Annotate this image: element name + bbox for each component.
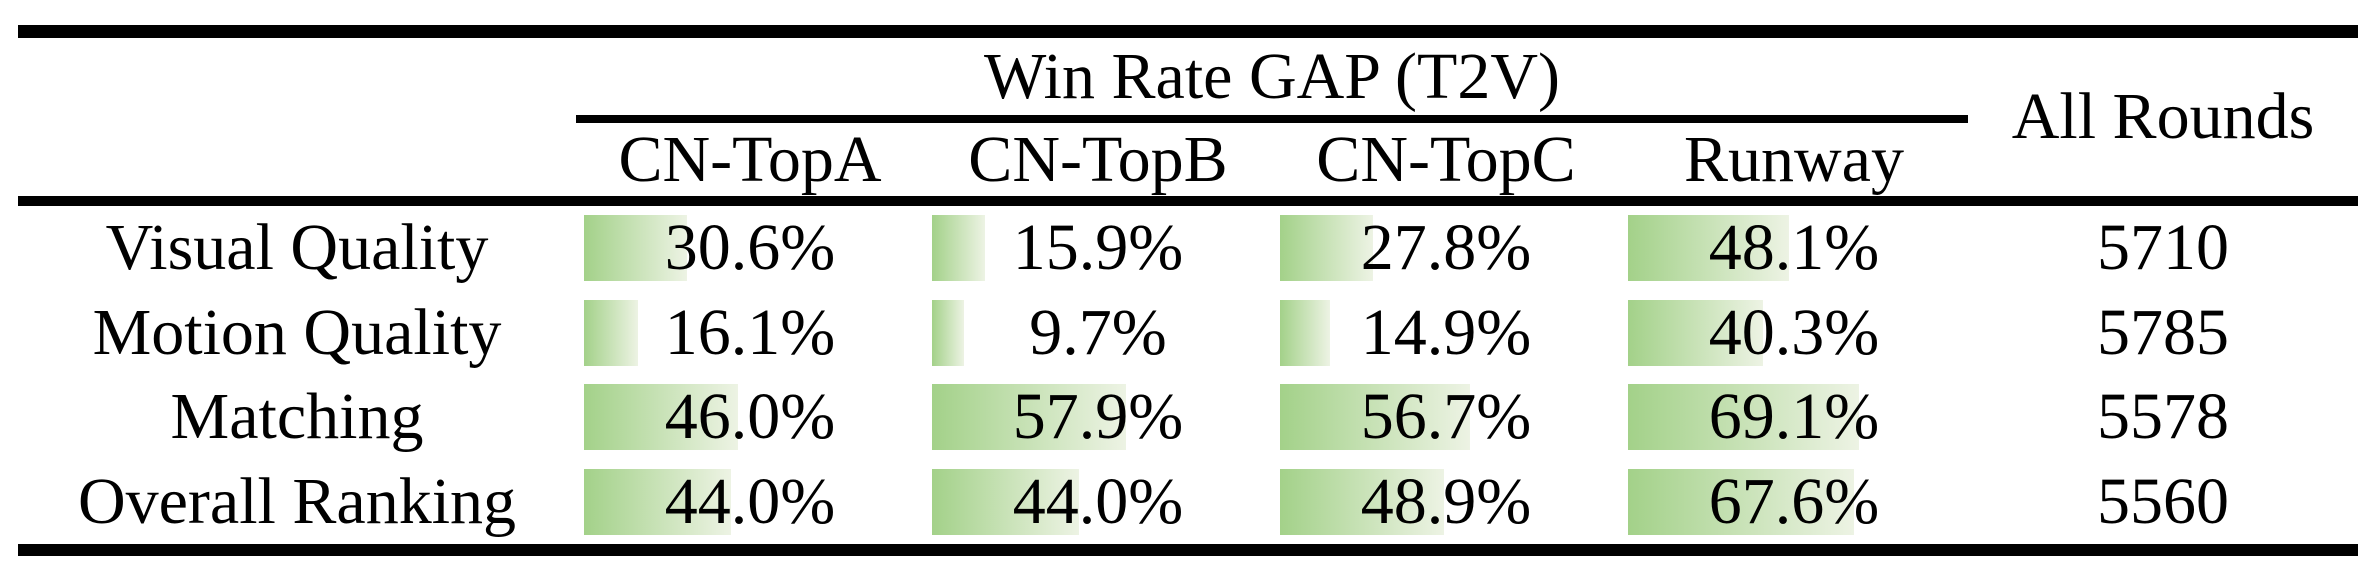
all-rounds-value: 5560 [2097,464,2229,538]
table-row-motion-quality: Motion Quality 16.1% 9.7% 14.9% 40.3% 57… [0,291,2376,376]
win-rate-bar [584,384,739,451]
data-cell: 40.3% [1620,291,1968,376]
win-rate-bar [1628,215,1790,282]
table-top-rule [18,25,2358,38]
all-rounds-value: 5578 [2097,380,2229,454]
header-body-divider-rule [18,196,2358,206]
win-rate-value: 57.9% [1012,380,1184,454]
win-rate-value: 48.1% [1708,211,1880,285]
win-rate-bar [932,384,1126,451]
data-cell: 57.9% [924,375,1272,460]
win-rate-value: 30.6% [664,211,836,285]
data-cell: 48.9% [1272,460,1620,545]
win-rate-bar [1628,384,1860,451]
data-cell: 44.0% [576,460,924,545]
data-cell: 44.0% [924,460,1272,545]
win-rate-value: 16.1% [664,295,836,369]
row-label: Motion Quality [92,295,502,369]
column-header-cn-topc: CN-TopC [1316,122,1576,196]
row-label: Matching [170,380,424,454]
table-body: Visual Quality 30.6% 15.9% 27.8% 48.1% 5… [0,206,2376,544]
all-rounds-value: 5785 [2097,295,2229,369]
win-rate-value: 9.7% [1029,295,1167,369]
win-rate-value: 48.9% [1360,464,1532,538]
column-header-all-rounds: All Rounds [2011,80,2315,153]
data-cell: 14.9% [1272,291,1620,376]
win-rate-bar [1280,299,1330,366]
group-header-win-rate-gap: Win Rate GAP (T2V) [984,39,1560,113]
data-cell: 67.6% [1620,460,1968,545]
win-rate-bar [1628,468,1855,535]
win-rate-bar [932,468,1080,535]
win-rate-bar [1280,468,1444,535]
table-row-matching: Matching 46.0% 57.9% 56.7% 69.1% 5578 [0,375,2376,460]
win-rate-value: 67.6% [1708,464,1880,538]
data-cell: 15.9% [924,206,1272,291]
table-bottom-rule [18,544,2358,556]
data-cell: 9.7% [924,291,1272,376]
win-rate-value: 40.3% [1708,295,1880,369]
win-rate-bar [1280,215,1374,282]
data-cell: 69.1% [1620,375,1968,460]
data-cell: 16.1% [576,291,924,376]
win-rate-bar [1280,384,1470,451]
win-rate-bar [1628,299,1763,366]
all-rounds-value: 5710 [2097,211,2229,285]
data-cell: 46.0% [576,375,924,460]
win-rate-value: 15.9% [1012,211,1184,285]
column-header-runway: Runway [1684,122,1904,196]
win-rate-bar [584,468,732,535]
column-header-cn-topb: CN-TopB [968,122,1228,196]
win-rate-value: 46.0% [664,380,836,454]
win-rate-bar [932,215,986,282]
data-cell: 30.6% [576,206,924,291]
table-row-visual-quality: Visual Quality 30.6% 15.9% 27.8% 48.1% 5… [0,206,2376,291]
win-rate-value: 14.9% [1360,295,1532,369]
win-rate-value: 27.8% [1360,211,1532,285]
column-header-row: CN-TopA CN-TopB CN-TopC Runway [576,123,1968,196]
data-cell: 27.8% [1272,206,1620,291]
win-rate-bar [932,299,965,366]
column-header-cn-topa: CN-TopA [618,122,882,196]
data-cell: 48.1% [1620,206,1968,291]
data-cell: 56.7% [1272,375,1620,460]
row-label: Visual Quality [105,211,489,285]
win-rate-value: 44.0% [1012,464,1184,538]
win-rate-value: 69.1% [1708,380,1880,454]
group-header-underline-rule [576,115,1968,123]
win-rate-value: 56.7% [1360,380,1532,454]
row-label: Overall Ranking [77,464,517,538]
win-rate-bar [584,299,638,366]
win-rate-bar [584,215,687,282]
table-row-overall-ranking: Overall Ranking 44.0% 44.0% 48.9% 67.6% … [0,460,2376,545]
win-rate-value: 44.0% [664,464,836,538]
